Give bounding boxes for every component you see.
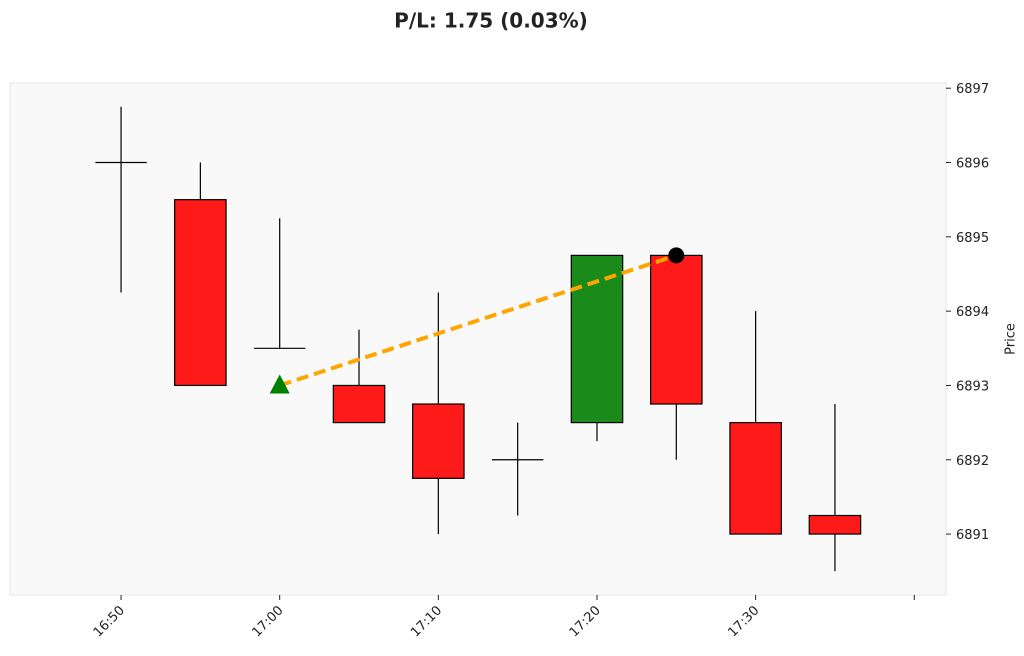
candle-body: [332, 384, 386, 424]
y-tick-label: 6897: [956, 82, 989, 97]
y-tick-label: 6893: [956, 379, 989, 394]
y-tick-label: 6892: [956, 454, 989, 469]
candle-body: [808, 514, 862, 535]
y-tick-label: 6891: [956, 528, 989, 543]
exit-marker: [668, 247, 685, 264]
x-tick-label: 16:50: [91, 603, 128, 640]
y-tick-label: 6894: [956, 305, 989, 320]
candle-body: [412, 403, 465, 479]
y-tick-label: 6895: [956, 231, 989, 246]
y-axis-label: Price: [1004, 323, 1019, 355]
trade-line: [279, 253, 677, 388]
candle-body: [174, 199, 227, 387]
plot-area: [9, 82, 947, 596]
y-tick-label: 6896: [956, 157, 989, 172]
x-tick-label: 17:20: [567, 603, 604, 640]
chart-title: P/L: 1.75 (0.03%): [394, 9, 588, 33]
entry-marker: [269, 374, 290, 394]
x-tick-label: 17:00: [249, 603, 286, 640]
x-tick-label: 17:10: [408, 603, 445, 640]
candle-body: [729, 421, 782, 535]
x-tick-label: 17:30: [725, 603, 762, 640]
candle-body: [650, 254, 703, 405]
